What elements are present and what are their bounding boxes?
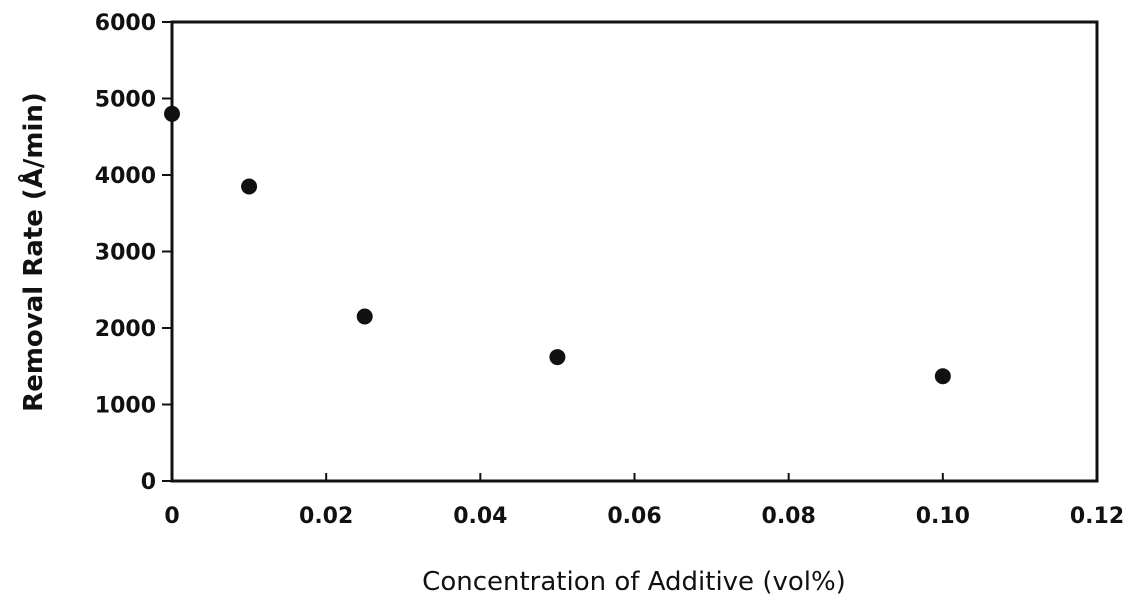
x-tick-label: 0.06 [607,504,661,529]
data-point [357,309,373,325]
x-tick-label: 0.02 [299,504,353,529]
y-tick-label: 1000 [95,394,156,419]
data-points [164,106,951,384]
y-tick-label: 3000 [95,241,156,266]
x-tick-label: 0.08 [762,504,816,529]
y-axis-ticks: 0 1000 2000 3000 4000 5000 6000 [95,11,172,495]
plot-area-frame [172,22,1097,481]
y-tick-label: 2000 [95,317,156,342]
data-point [164,106,180,122]
x-tick-label: 0 [164,504,179,529]
x-tick-label: 0.10 [916,504,970,529]
x-tick-label: 0.12 [1070,504,1124,529]
y-tick-label: 6000 [95,11,156,36]
data-point [549,349,565,365]
y-axis-title: Removal Rate (Å/min) [17,92,49,412]
data-point [241,178,257,194]
y-tick-label: 5000 [95,88,156,113]
x-tick-label: 0.04 [453,504,507,529]
data-point [935,368,951,384]
y-tick-label: 0 [141,470,156,495]
y-tick-label: 4000 [95,164,156,189]
x-axis-title: Concentration of Additive (vol%) [422,567,846,597]
